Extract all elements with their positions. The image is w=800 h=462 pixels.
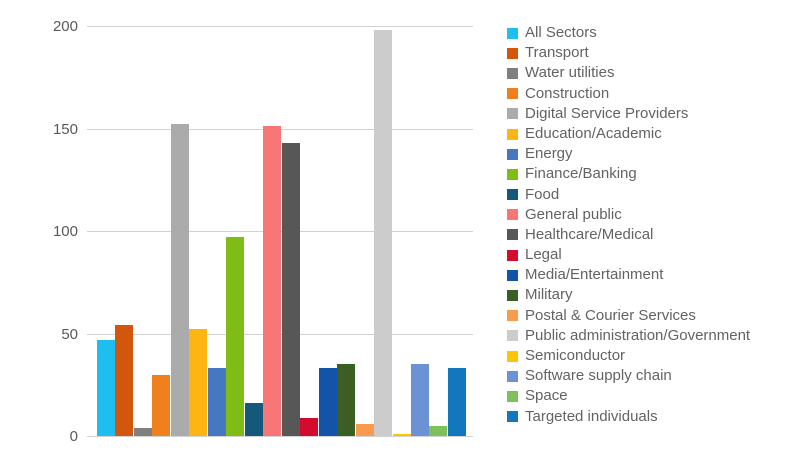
bar-semiconductor xyxy=(392,434,411,436)
legend-swatch-icon xyxy=(507,411,518,423)
legend-item-software-supply-chain: Software supply chain xyxy=(507,366,750,386)
legend-swatch-icon xyxy=(507,290,518,302)
legend-item-transport: Transport xyxy=(507,43,750,63)
y-axis-label-100: 100 xyxy=(52,223,78,240)
legend-item-digital-service-providers: Digital Service Providers xyxy=(507,104,750,124)
legend-label: Food xyxy=(525,185,560,203)
legend-label: Military xyxy=(525,286,573,304)
bar-general-public xyxy=(263,126,282,436)
bar-media-entertainment xyxy=(318,368,337,436)
legend-label: Targeted individuals xyxy=(525,407,658,425)
legend-label: Energy xyxy=(525,145,573,163)
gridline-200 xyxy=(87,26,473,27)
legend-swatch-icon xyxy=(507,269,518,281)
bar-energy xyxy=(207,368,226,436)
legend-item-energy: Energy xyxy=(507,144,750,164)
legend-item-construction: Construction xyxy=(507,84,750,104)
legend-item-media-entertainment: Media/Entertainment xyxy=(507,265,750,285)
legend-label: Media/Entertainment xyxy=(525,266,664,284)
legend-item-education-academic: Education/Academic xyxy=(507,124,750,144)
legend-label: Education/Academic xyxy=(525,124,662,142)
legend-swatch-icon xyxy=(507,249,518,261)
bar-legal xyxy=(300,418,319,436)
legend-label: Legal xyxy=(525,246,562,264)
legend-swatch-icon xyxy=(507,148,518,160)
bar-software-supply-chain xyxy=(410,364,429,436)
bar-military xyxy=(337,364,356,436)
bar-healthcare-medical xyxy=(281,143,300,436)
legend-label: Software supply chain xyxy=(525,367,672,385)
legend-label: Transport xyxy=(525,44,589,62)
legend-item-postal-courier-services: Postal & Courier Services xyxy=(507,306,750,326)
legend-label: Finance/Banking xyxy=(525,165,637,183)
legend-item-all-sectors: All Sectors xyxy=(507,23,750,43)
legend-label: Construction xyxy=(525,84,610,102)
legend-swatch-icon xyxy=(507,209,518,221)
bar-finance-banking xyxy=(226,237,245,436)
legend-label: Postal & Courier Services xyxy=(525,306,696,324)
legend-item-military: Military xyxy=(507,285,750,305)
bar-postal-courier-services xyxy=(355,424,374,436)
legend-swatch-icon xyxy=(507,168,518,180)
legend-item-semiconductor: Semiconductor xyxy=(507,346,750,366)
legend-item-public-administration-government: Public administration/Government xyxy=(507,326,750,346)
legend-label: Space xyxy=(525,387,568,405)
legend-swatch-icon xyxy=(507,330,518,342)
legend-item-food: Food xyxy=(507,185,750,205)
legend-label: Healthcare/Medical xyxy=(525,225,654,243)
legend-swatch-icon xyxy=(507,390,518,402)
legend-label: General public xyxy=(525,205,622,223)
bar-public-administration-government xyxy=(374,30,393,436)
legend-label: All Sectors xyxy=(525,24,597,41)
legend-swatch-icon xyxy=(507,47,518,59)
legend-swatch-icon xyxy=(507,229,518,241)
bar-all-sectors xyxy=(97,340,115,436)
bar-transport xyxy=(115,325,134,436)
legend-swatch-icon xyxy=(507,310,518,322)
legend-swatch-icon xyxy=(507,88,518,100)
bar-digital-service-providers xyxy=(170,124,189,436)
legend-item-legal: Legal xyxy=(507,245,750,265)
legend-item-general-public: General public xyxy=(507,205,750,225)
gridline-0 xyxy=(87,436,473,437)
legend-swatch-icon xyxy=(507,67,518,79)
y-axis-label-200: 200 xyxy=(52,18,78,35)
bar-targeted-individuals xyxy=(447,368,466,436)
legend-swatch-icon xyxy=(507,27,518,39)
legend-swatch-icon xyxy=(507,128,518,140)
y-axis-label-150: 150 xyxy=(52,121,78,138)
legend-item-finance-banking: Finance/Banking xyxy=(507,164,750,184)
bar-construction xyxy=(152,375,171,436)
plot-area xyxy=(97,26,466,436)
legend-item-healthcare-medical: Healthcare/Medical xyxy=(507,225,750,245)
legend-swatch-icon xyxy=(507,189,518,201)
legend-swatch-icon xyxy=(507,370,518,382)
y-axis-label-0: 0 xyxy=(69,428,78,445)
legend-swatch-icon xyxy=(507,108,518,120)
bar-food xyxy=(244,403,263,436)
legend-item-targeted-individuals: Targeted individuals xyxy=(507,407,750,427)
legend: All Sectors Transport Water utilities Const… xyxy=(507,23,750,427)
bar-water-utilities xyxy=(133,428,152,436)
y-axis-label-50: 50 xyxy=(61,326,78,343)
legend-item-space: Space xyxy=(507,386,750,406)
legend-label: Semiconductor xyxy=(525,347,626,364)
bar-space xyxy=(429,426,448,436)
legend-item-water-utilities: Water utilities xyxy=(507,63,750,83)
legend-label: Public administration/Government xyxy=(525,326,751,344)
legend-swatch-icon xyxy=(507,350,518,362)
bar-education-academic xyxy=(189,329,208,436)
legend-label: Water utilities xyxy=(525,64,615,82)
legend-label: Digital Service Providers xyxy=(525,104,689,122)
